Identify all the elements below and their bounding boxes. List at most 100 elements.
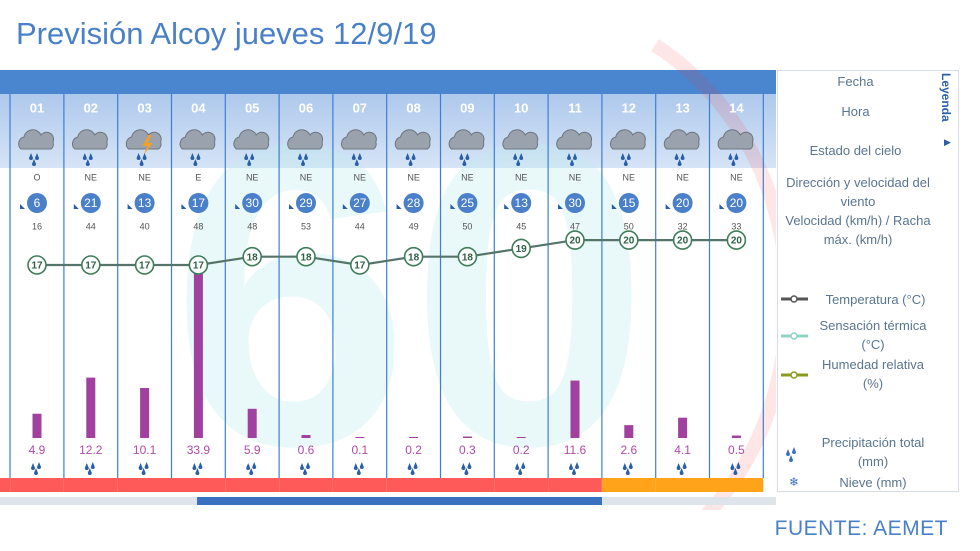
warning-strip: [171, 478, 226, 492]
hour-label: 04: [191, 100, 206, 115]
warning-strip: [10, 478, 64, 492]
rain: [728, 153, 739, 166]
sky-icon: [717, 129, 754, 166]
gust: 45: [516, 221, 526, 231]
precip-icon: [622, 462, 633, 475]
temperature-point: [134, 255, 155, 275]
temperature-point: [349, 255, 370, 275]
precip-bar: [624, 425, 634, 438]
gust: 32: [678, 221, 688, 231]
precip-icon: [31, 462, 41, 475]
wind-badge: [565, 193, 585, 213]
temperature-label: 17: [354, 261, 366, 272]
sky-icon: [663, 129, 700, 166]
cloud: [394, 129, 431, 150]
wind-speed: 30: [246, 196, 260, 210]
warning-strip: [225, 478, 280, 492]
hour-label: 08: [406, 100, 420, 115]
wind-speed: 21: [84, 196, 98, 210]
legend-item: Dirección y velocidad del viento: [786, 175, 930, 209]
scroll-thumb[interactable]: [197, 497, 602, 505]
precip-icon: [676, 462, 687, 475]
wind-direction: NE: [354, 172, 367, 182]
wind-badge: [242, 193, 263, 213]
precip-icon: [461, 462, 472, 475]
warning-strip: [0, 478, 10, 492]
precip-bar: [355, 437, 365, 438]
wind-speed: 20: [730, 196, 744, 210]
gust: 16: [32, 221, 42, 231]
forecast-table: 60 01 O 6 16 4.9 02 NE 21 44 12.2 03 NE 13 40 10.1 04 E 1…: [0, 39, 776, 510]
lightning: [142, 135, 153, 155]
sky-icon: [287, 129, 324, 166]
precip-label: 0.3: [459, 443, 476, 457]
wind-direction: NE: [730, 172, 743, 182]
hour-label: 10: [514, 100, 528, 115]
precip-bar: [140, 388, 150, 438]
precip-icon: [407, 462, 418, 475]
precip-bar: [570, 380, 580, 438]
rain: [513, 153, 524, 166]
rain: [351, 153, 362, 166]
wind-speed: 27: [353, 196, 367, 210]
rain: [29, 153, 39, 166]
legend-arrow[interactable]: ▶: [944, 137, 951, 147]
hour-label: 09: [460, 100, 474, 115]
temperature-point: [188, 255, 209, 275]
precip-icon: [515, 462, 526, 475]
sky-icon: [556, 129, 593, 166]
wind-arrow: [396, 204, 402, 209]
wind-arrow: [450, 204, 456, 209]
legend-item: Velocidad (km/h) / Racha máx. (km/h): [785, 213, 931, 247]
source: FUENTE: AEMET: [774, 517, 948, 540]
warning-strip: [332, 478, 387, 492]
sky-icon: [448, 129, 485, 166]
wind-arrow: [342, 204, 348, 209]
wind-badge: [349, 193, 370, 213]
warning-strip: [117, 478, 172, 492]
wind-arrow: [504, 204, 510, 209]
precip-icon: [246, 462, 257, 475]
wind-arrow: [665, 204, 671, 209]
sky-icon: [610, 129, 646, 166]
temperature-point: [242, 246, 262, 267]
wind-direction: NE: [623, 172, 636, 182]
hour-label: 14: [729, 100, 744, 115]
wind-direction: NE: [246, 172, 259, 182]
temperature-point: [511, 238, 532, 259]
sky-icon: [341, 129, 377, 166]
precip-label: 4.1: [674, 443, 691, 457]
sky-icon: [233, 129, 270, 166]
cloud: [18, 129, 55, 150]
hour-label: 01: [30, 100, 44, 115]
wind-direction: NE: [676, 172, 689, 182]
legend-item: Temperatura (°C): [825, 292, 926, 307]
header-band: [0, 70, 776, 94]
page-title: Previsión Alcoy jueves 12/9/19: [16, 16, 437, 51]
wind-arrow: [235, 204, 241, 209]
precip-bar: [678, 417, 688, 438]
temperature-point: [457, 246, 478, 267]
precip-label: 12.2: [79, 443, 103, 457]
temperature-point: [565, 230, 585, 250]
gust: 53: [301, 221, 311, 231]
gust: 49: [409, 221, 419, 231]
precip-bar: [193, 270, 203, 438]
wind-badge: [672, 193, 693, 213]
temperature-label: 18: [408, 252, 420, 263]
temperature-label: 20: [677, 236, 689, 247]
hour-label: 11: [568, 100, 582, 115]
rain: [567, 153, 577, 166]
wind-speed: 29: [299, 196, 313, 210]
legend-item: Nieve (mm): [839, 475, 907, 490]
temperature-label: 17: [139, 261, 151, 272]
warning-strip: [655, 478, 710, 492]
rain: [620, 153, 631, 166]
wind-badge: [296, 193, 316, 213]
wind-speed: 15: [622, 196, 636, 210]
precip-bar: [86, 377, 96, 438]
wind-badge: [618, 193, 639, 213]
wind-arrow: [611, 204, 617, 209]
wind-direction: NE: [407, 172, 420, 182]
temperature-point: [726, 230, 747, 250]
